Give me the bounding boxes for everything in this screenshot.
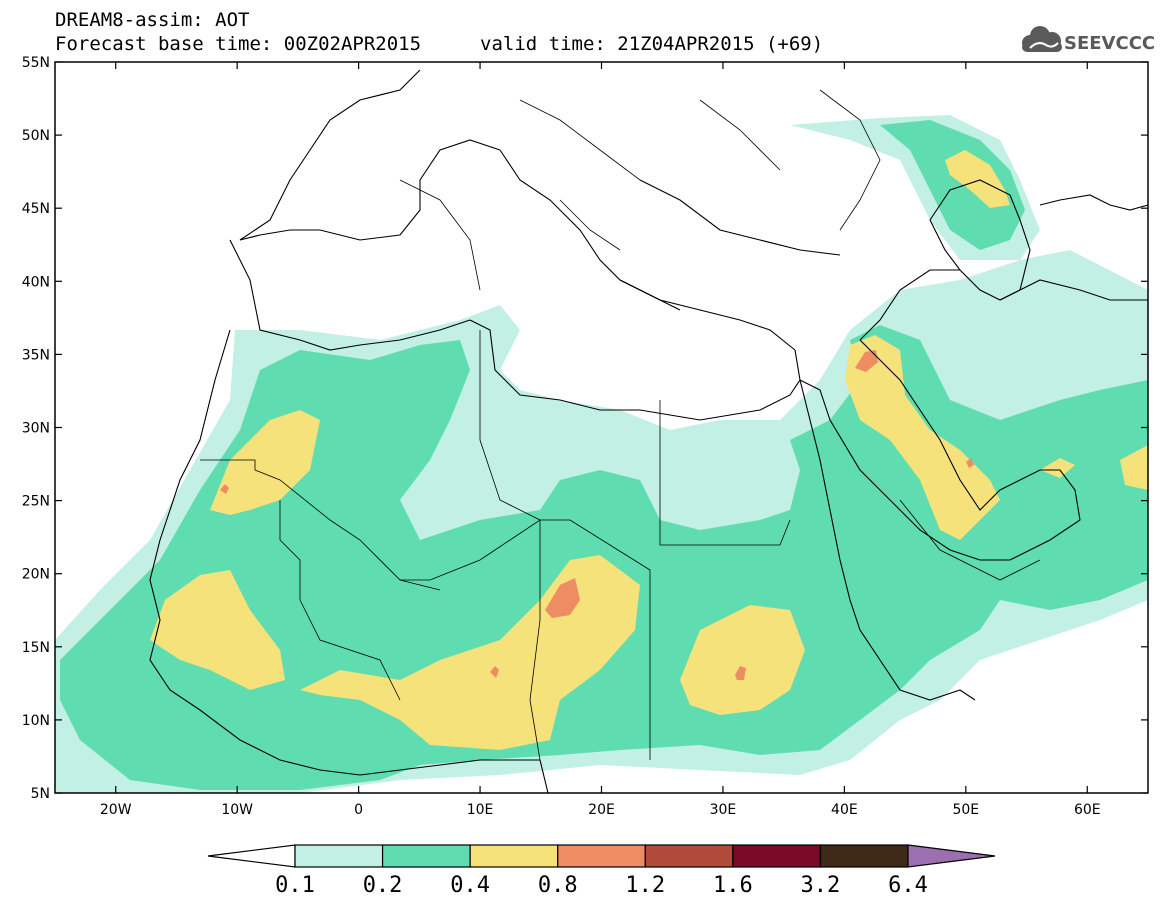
colorbar-swatch: [557, 844, 646, 868]
colorbar-swatch: [294, 844, 384, 868]
map-title: DREAM8-assim: AOT: [55, 9, 250, 31]
colorbar-swatch: [819, 844, 909, 868]
valid-time: valid time: 21Z04APR2015 (+69): [480, 33, 824, 55]
lon-tick-label: 30E: [710, 802, 737, 818]
lat-tick-label: 20N: [22, 567, 50, 583]
lat-tick-label: 40N: [22, 274, 50, 290]
country-borders: [200, 89, 1041, 761]
lat-tick-label: 55N: [22, 55, 50, 71]
lon-tick-label: 20W: [100, 802, 132, 818]
lon-tick-label: 50E: [952, 802, 979, 818]
colorbar-label: 1.6: [713, 873, 753, 898]
lat-tick-label: 30N: [22, 421, 50, 437]
aot-field: [55, 115, 1148, 793]
colorbar-label: 3.2: [801, 873, 841, 898]
forecast-base-time: Forecast base time: 00Z02APR2015: [55, 33, 422, 55]
lon-tick-label: 60E: [1074, 802, 1101, 818]
logo-text: SEEVCCC: [1064, 33, 1155, 54]
lat-tick-label: 35N: [22, 347, 50, 363]
lat-tick-label: 5N: [31, 786, 50, 802]
colorbar-label: 0.1: [275, 873, 315, 898]
colorbar-label: 0.4: [450, 873, 490, 898]
colorbar-swatch: [381, 844, 471, 868]
lat-tick-label: 10N: [22, 713, 50, 729]
colorbar-underflow: [207, 844, 296, 868]
colorbar-label: 0.2: [363, 873, 403, 898]
colorbar-label: 0.8: [538, 873, 578, 898]
aot-level-0-8: [220, 350, 974, 680]
lat-tick-label: 50N: [22, 128, 50, 144]
colorbar: 0.1 0.2 0.4 0.8 1.2 1.6 3.2 6.4: [207, 844, 996, 898]
lon-tick-label: 0: [354, 802, 363, 818]
lon-tick-label: 40E: [831, 802, 858, 818]
colorbar-label: 6.4: [888, 873, 928, 898]
colorbar-swatch: [469, 844, 559, 868]
lat-tick-label: 25N: [22, 494, 50, 510]
lat-tick-label: 15N: [22, 640, 50, 656]
coastlines: [149, 69, 1148, 793]
colorbar-label: 1.2: [625, 873, 665, 898]
colorbar-overflow: [907, 844, 996, 868]
seevccc-logo: SEEVCCC: [1022, 26, 1155, 54]
lat-tick-label: 45N: [22, 201, 50, 217]
lon-tick-label: 10W: [221, 802, 253, 818]
aot-level-0-2: [60, 120, 1148, 790]
lon-tick-label: 20E: [588, 802, 615, 818]
colorbar-swatch: [732, 844, 822, 868]
colorbar-swatch: [644, 844, 734, 868]
axis-ticks: 55N 50N 45N 40N 35N 30N 25N 20N 15N 10N 5N 20W 10W 0 1…: [22, 55, 1148, 818]
lon-tick-label: 10E: [467, 802, 494, 818]
